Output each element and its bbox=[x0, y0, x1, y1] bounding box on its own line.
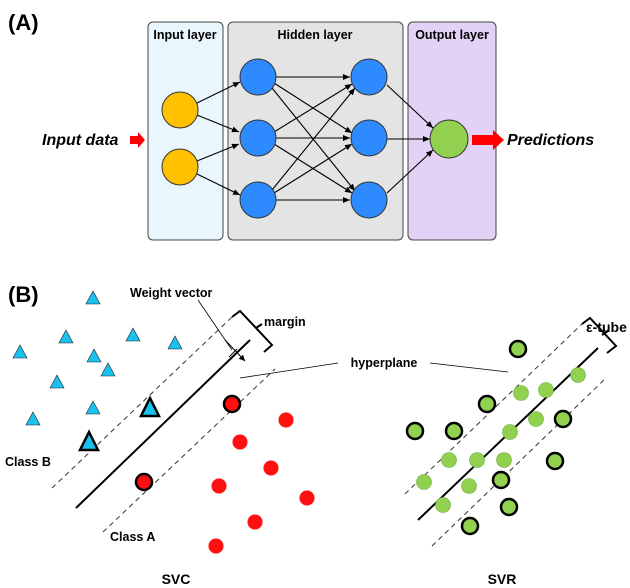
class-b-point bbox=[85, 400, 101, 415]
class-a-point bbox=[263, 460, 279, 476]
svr-point bbox=[496, 452, 512, 468]
input-layer-title: Input layer bbox=[153, 28, 216, 42]
predictions-label: Predictions bbox=[507, 132, 594, 149]
epsilon-tube-label: ε-tube bbox=[586, 319, 627, 335]
class-a-point bbox=[247, 514, 263, 530]
svr-diagram: ε-tube SVR bbox=[404, 316, 627, 587]
hidden-node bbox=[239, 119, 277, 157]
svr-support-vector bbox=[545, 451, 565, 471]
class-b-label: Class B bbox=[5, 455, 51, 469]
input-node bbox=[161, 148, 199, 186]
class-b-point bbox=[125, 327, 141, 342]
input-data-label: Input data bbox=[42, 132, 119, 149]
svr-point bbox=[570, 367, 586, 383]
class-b-points bbox=[12, 290, 183, 426]
svr-points-inside bbox=[416, 367, 586, 513]
class-b-point bbox=[86, 348, 102, 363]
output-layer-title: Output layer bbox=[415, 28, 489, 42]
svr-point bbox=[502, 424, 518, 440]
hyperplane-pointer-svr bbox=[429, 362, 509, 373]
class-b-point bbox=[167, 335, 183, 350]
input-arrow-icon bbox=[130, 132, 145, 148]
hidden-node bbox=[350, 119, 388, 157]
class-b-point bbox=[85, 290, 101, 305]
network-connections bbox=[196, 74, 434, 203]
svr-point bbox=[441, 452, 457, 468]
svr-support-vector bbox=[405, 421, 425, 441]
class-b-support-vector bbox=[77, 429, 101, 452]
class-a-label: Class A bbox=[110, 530, 155, 544]
input-layer-box bbox=[147, 21, 224, 241]
svr-support-vector bbox=[491, 470, 511, 490]
hidden-node bbox=[239, 181, 277, 219]
class-b-point bbox=[25, 411, 41, 426]
epsilon-tube-bracket bbox=[581, 316, 618, 354]
svr-point bbox=[469, 452, 485, 468]
svr-tube-line-upper bbox=[404, 323, 583, 495]
svr-point bbox=[416, 474, 432, 490]
class-a-point bbox=[232, 434, 248, 450]
svr-support-vectors bbox=[405, 339, 573, 536]
svc-hyperplane-line bbox=[75, 339, 251, 509]
class-a-support-vector bbox=[222, 394, 242, 414]
class-a-point bbox=[278, 412, 294, 428]
class-a-point bbox=[211, 478, 227, 494]
class-b-point bbox=[100, 362, 116, 377]
svr-point bbox=[513, 385, 529, 401]
svr-support-vector bbox=[553, 409, 573, 429]
svr-support-vector bbox=[460, 516, 480, 536]
class-b-support-vector bbox=[138, 395, 162, 418]
svr-point bbox=[435, 497, 451, 513]
class-b-point bbox=[58, 329, 74, 344]
panel-b-label: (B) bbox=[8, 282, 39, 307]
class-a-point bbox=[299, 490, 315, 506]
margin-label: margin bbox=[264, 315, 306, 329]
svc-caption: SVC bbox=[162, 571, 191, 587]
svr-support-vector bbox=[499, 497, 519, 517]
svr-point bbox=[528, 411, 544, 427]
svr-support-vector bbox=[444, 421, 464, 441]
output-node bbox=[429, 119, 469, 159]
class-b-point bbox=[49, 374, 65, 389]
hidden-node bbox=[239, 58, 277, 96]
hidden-node bbox=[350, 181, 388, 219]
class-b-point bbox=[12, 344, 28, 359]
svc-margin-line-upper bbox=[51, 316, 233, 489]
panel-a-label: (A) bbox=[8, 10, 39, 35]
svr-support-vector bbox=[477, 394, 497, 414]
hidden-node bbox=[350, 58, 388, 96]
svc-diagram: Weight vector margin bbox=[5, 286, 315, 587]
class-a-point bbox=[208, 538, 224, 554]
hidden-layer-title: Hidden layer bbox=[277, 28, 352, 42]
class-a-points bbox=[208, 412, 315, 554]
svr-point bbox=[461, 478, 477, 494]
input-node bbox=[161, 91, 199, 129]
class-a-support-vector bbox=[134, 472, 154, 492]
svc-margin-line-lower bbox=[102, 368, 276, 533]
svr-caption: SVR bbox=[488, 571, 517, 587]
svr-point bbox=[538, 382, 554, 398]
svr-support-vector bbox=[508, 339, 528, 359]
output-arrow-icon bbox=[472, 130, 504, 150]
weight-vector-pointer bbox=[197, 299, 233, 351]
hyperplane-label: hyperplane bbox=[351, 356, 418, 370]
weight-vector-label: Weight vector bbox=[130, 286, 213, 300]
hyperplane-pointer-svc bbox=[239, 362, 339, 379]
svr-tube-line-lower bbox=[431, 376, 608, 547]
